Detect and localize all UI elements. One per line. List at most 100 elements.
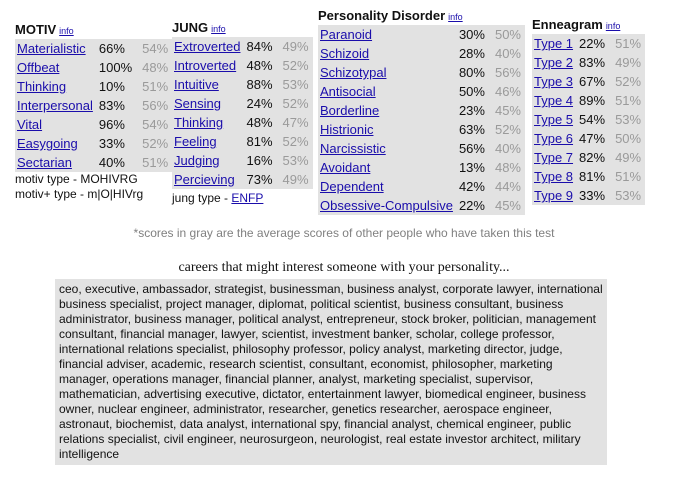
pd-info-link[interactable]: info [448, 12, 463, 22]
jung-type-link[interactable]: ENFP [231, 191, 264, 205]
enneagram-trait-link[interactable]: Type 3 [534, 74, 574, 89]
jung-row: Thinking 48% 47% [172, 113, 313, 132]
pd-score: 80% [458, 65, 485, 80]
jung-info-link[interactable]: info [211, 24, 226, 34]
enneagram-average-score: 51% [615, 93, 642, 108]
personality-disorder-section: Personality Disorder info Paranoid 30% 50% S… [318, 8, 525, 215]
motiv-trait-link[interactable]: Vital [17, 117, 43, 132]
motiv-table: Materialistic 66% 54% Offbeat 100% 48% Thinkin… [15, 39, 173, 172]
motiv-row: Thinking 10% 51% [15, 77, 172, 96]
jung-trait-link[interactable]: Thinking [174, 115, 224, 130]
motiv-average-score: 54% [142, 41, 169, 56]
pd-average-score: 46% [494, 84, 521, 99]
jung-trait-cell: Thinking [172, 113, 242, 132]
enneagram-row: Type 8 81% 51% [532, 167, 645, 186]
motiv-trait-link[interactable]: Interpersonal [17, 98, 93, 113]
pd-trait-cell: Obsessive-Compulsive [318, 196, 455, 215]
jung-average-score: 52% [282, 134, 309, 149]
motiv-type-line: motiv type - MOHIVRG [15, 172, 138, 186]
jung-score: 88% [246, 77, 273, 92]
enneagram-average-score: 52% [615, 74, 642, 89]
pd-average-score: 44% [494, 179, 521, 194]
motiv-trait-cell: Easygoing [15, 134, 95, 153]
enneagram-average-score: 51% [615, 36, 642, 51]
jung-table: Extroverted 84% 49% Introverted 48% 52% Intuit… [172, 37, 313, 189]
pd-trait-cell: Dependent [318, 177, 455, 196]
enneagram-info-link[interactable]: info [605, 21, 621, 31]
jung-trait-cell: Extroverted [172, 37, 242, 56]
enneagram-trait-link[interactable]: Type 9 [534, 188, 574, 203]
enneagram-score: 89% [579, 93, 606, 108]
pd-trait-link[interactable]: Schizoid [320, 46, 370, 61]
enneagram-trait-link[interactable]: Type 4 [534, 93, 574, 108]
motiv-row: Interpersonal 83% 56% [15, 96, 172, 115]
enneagram-trait-link[interactable]: Type 8 [534, 169, 574, 184]
motiv-score: 40% [98, 155, 125, 170]
jung-title: JUNG [172, 20, 209, 35]
jung-score: 16% [246, 153, 273, 168]
pd-trait-cell: Paranoid [318, 25, 455, 44]
enneagram-average-score: 53% [615, 112, 642, 127]
pd-trait-link[interactable]: Avoidant [320, 160, 371, 175]
pd-row: Dependent 42% 44% [318, 177, 525, 196]
pd-trait-link[interactable]: Obsessive-Compulsive [320, 198, 453, 213]
enneagram-score: 33% [579, 188, 606, 203]
jung-trait-link[interactable]: Sensing [174, 96, 221, 111]
enneagram-row: Type 9 33% 53% [532, 186, 645, 205]
motiv-trait-link[interactable]: Easygoing [17, 136, 78, 151]
enneagram-trait-link[interactable]: Type 2 [534, 55, 574, 70]
enneagram-trait-cell: Type 2 [532, 53, 575, 72]
motiv-score: 10% [98, 79, 125, 94]
motiv-trait-link[interactable]: Sectarian [17, 155, 72, 170]
pd-trait-link[interactable]: Histrionic [320, 122, 374, 137]
jung-trait-link[interactable]: Percieving [174, 172, 235, 187]
enneagram-trait-link[interactable]: Type 5 [534, 112, 574, 127]
pd-row: Paranoid 30% 50% [318, 25, 525, 44]
motiv-trait-cell: Materialistic [15, 39, 95, 58]
enneagram-trait-cell: Type 8 [532, 167, 575, 186]
enneagram-trait-link[interactable]: Type 7 [534, 150, 574, 165]
pd-trait-link[interactable]: Paranoid [320, 27, 373, 42]
motiv-trait-link[interactable]: Thinking [17, 79, 67, 94]
enneagram-trait-link[interactable]: Type 6 [534, 131, 574, 146]
pd-trait-cell: Narcissistic [318, 139, 455, 158]
pd-trait-cell: Borderline [318, 101, 455, 120]
jung-trait-link[interactable]: Introverted [174, 58, 237, 73]
pd-row: Schizotypal 80% 56% [318, 63, 525, 82]
enneagram-average-score: 51% [615, 169, 642, 184]
motiv-heading: MOTIV info [15, 22, 172, 39]
jung-trait-link[interactable]: Feeling [174, 134, 217, 149]
pd-average-score: 52% [494, 122, 521, 137]
pd-score: 42% [458, 179, 485, 194]
pd-trait-link[interactable]: Narcissistic [320, 141, 386, 156]
motiv-info-link[interactable]: info [59, 26, 74, 36]
motiv-score: 96% [98, 117, 125, 132]
enneagram-trait-link[interactable]: Type 1 [534, 36, 574, 51]
enneagram-score: 83% [579, 55, 606, 70]
motiv-trait-link[interactable]: Offbeat [17, 60, 60, 75]
jung-trait-link[interactable]: Intuitive [174, 77, 219, 92]
enneagram-trait-cell: Type 4 [532, 91, 575, 110]
jung-trait-link[interactable]: Judging [174, 153, 220, 168]
pd-average-score: 45% [494, 198, 521, 213]
jung-average-score: 53% [282, 77, 309, 92]
motiv-trait-link[interactable]: Materialistic [17, 41, 86, 56]
motiv-average-score: 48% [142, 60, 169, 75]
jung-trait-cell: Introverted [172, 56, 242, 75]
jung-average-score: 52% [282, 96, 309, 111]
motiv-average-score: 54% [142, 117, 169, 132]
jung-type-prefix: jung type - [172, 191, 229, 205]
pd-trait-link[interactable]: Antisocial [320, 84, 376, 99]
pd-trait-link[interactable]: Dependent [320, 179, 384, 194]
pd-trait-link[interactable]: Schizotypal [320, 65, 387, 80]
jung-trait-link[interactable]: Extroverted [174, 39, 241, 54]
motiv-trait-cell: Offbeat [15, 58, 95, 77]
motiv-trait-cell: Thinking [15, 77, 95, 96]
pd-row: Avoidant 13% 48% [318, 158, 525, 177]
jung-row: Percieving 73% 49% [172, 170, 313, 189]
jung-average-score: 49% [282, 39, 309, 54]
motiv-average-score: 56% [142, 98, 169, 113]
jung-row: Extroverted 84% 49% [172, 37, 313, 56]
pd-score: 30% [458, 27, 485, 42]
pd-trait-link[interactable]: Borderline [320, 103, 380, 118]
